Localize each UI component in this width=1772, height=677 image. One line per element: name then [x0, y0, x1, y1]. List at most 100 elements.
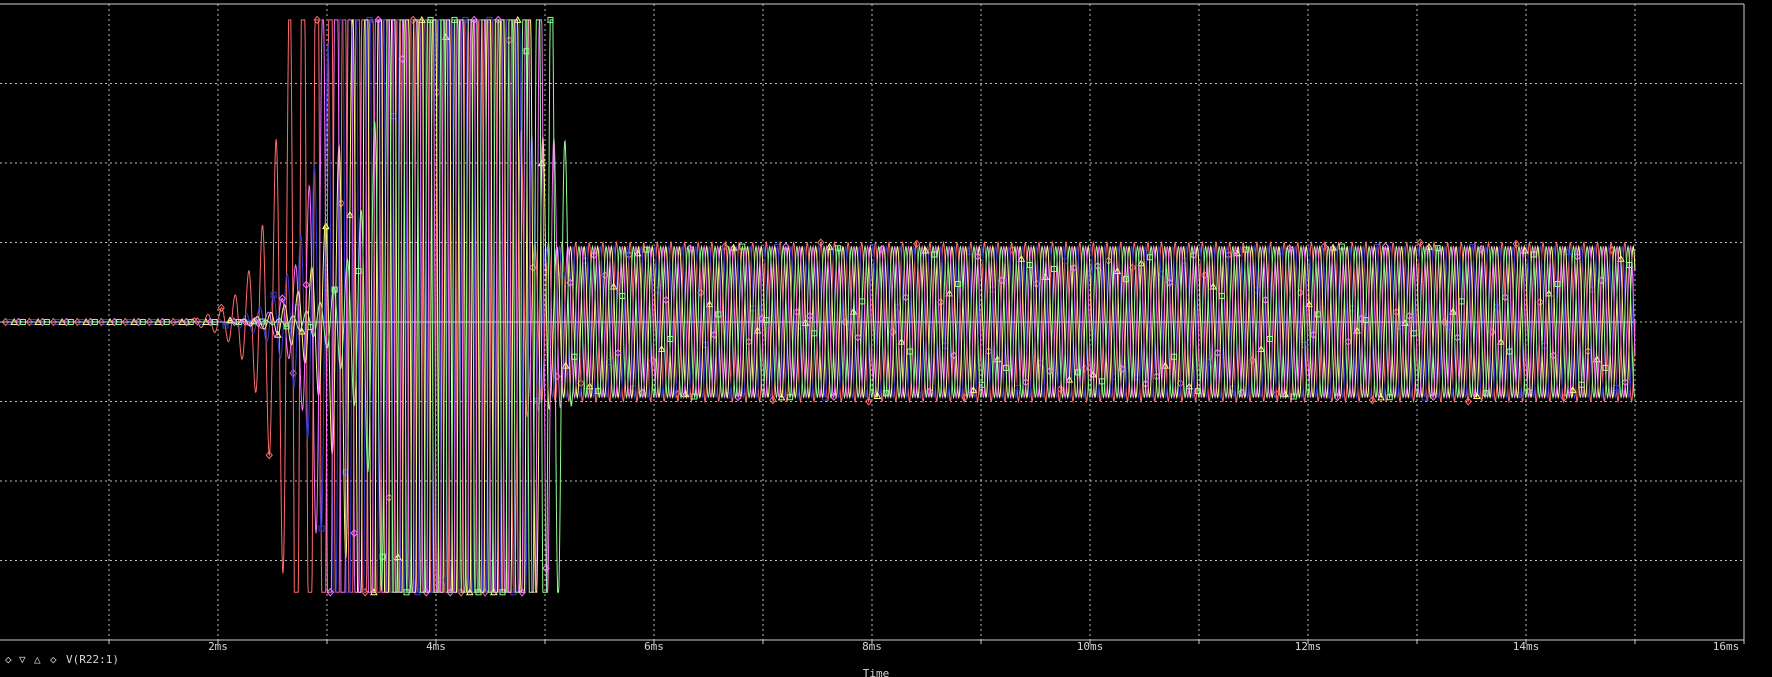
trace-marker: [763, 317, 770, 324]
trace-marker: [1242, 246, 1249, 253]
trace-marker: [1386, 394, 1393, 401]
trace-marker: [921, 246, 930, 254]
trace-marker: [1233, 249, 1241, 257]
trace-marker: [1621, 377, 1629, 387]
trace-marker: [250, 317, 258, 325]
trace-marker: [1065, 375, 1074, 383]
trace-marker: [873, 391, 882, 400]
trace-marker: [1051, 265, 1058, 272]
x-tick-label: 8ms: [862, 640, 882, 653]
trace-marker: [926, 387, 934, 396]
trace-marker: [542, 563, 550, 573]
trace-marker: [1213, 348, 1222, 358]
x-axis-title: Time: [863, 667, 890, 677]
trace-marker: [1616, 254, 1625, 262]
trace-marker: [715, 311, 722, 318]
trace-marker: [1569, 385, 1577, 393]
trace-marker: [859, 298, 866, 305]
trace-marker: [350, 528, 358, 538]
trace-marker: [1434, 245, 1441, 252]
legend[interactable]: ◇ ▽ △ ◇ V(R22:1): [5, 653, 119, 666]
trace-line: [0, 19, 1636, 593]
trace-marker: [1093, 261, 1102, 271]
trace-marker: [302, 280, 310, 290]
trace-marker: [217, 303, 225, 313]
trace-marker: [1003, 364, 1010, 371]
trace-marker: [710, 330, 718, 340]
trace-marker: [649, 356, 657, 365]
trace-marker: [534, 397, 541, 404]
trace-marker: [346, 210, 354, 218]
trace-marker: [499, 589, 506, 596]
trace-marker: [1261, 295, 1270, 305]
trace-marker: [1170, 353, 1177, 360]
trace-marker: [865, 397, 873, 406]
trace-marker: [427, 16, 434, 23]
trace-marker: [547, 16, 554, 23]
trace-marker: [1080, 364, 1089, 373]
trace-marker: [518, 588, 526, 597]
trace-marker: [265, 450, 273, 460]
trace-marker: [667, 335, 674, 342]
trace-marker: [835, 245, 842, 252]
trace-marker: [782, 242, 790, 251]
x-tick-label: 14ms: [1513, 640, 1540, 653]
trace-marker: [1098, 378, 1105, 385]
trace-marker: [403, 589, 410, 596]
trace-marker: [523, 48, 530, 55]
trace-marker: [494, 15, 502, 25]
trace-marker: [1248, 356, 1257, 365]
x-tick-label: 10ms: [1077, 640, 1104, 653]
legend-symbol-red: ◇: [5, 653, 12, 666]
trace-marker: [1425, 242, 1433, 250]
trace-marker: [854, 333, 862, 342]
trace-marker: [1022, 377, 1030, 387]
trace-marker: [1525, 387, 1533, 396]
trace-marker: [1209, 282, 1218, 290]
trace-marker: [817, 238, 825, 247]
legend-trace-label[interactable]: V(R22:1): [66, 653, 119, 666]
trace-marker: [1602, 364, 1609, 371]
x-tick-label: 4ms: [426, 640, 446, 653]
trace-marker: [226, 316, 234, 324]
trace-marker: [969, 385, 978, 393]
trace-marker: [1075, 369, 1082, 376]
trace-marker: [1405, 311, 1414, 321]
trace-marker: [1381, 242, 1390, 251]
trace-marker: [326, 588, 334, 597]
trace-marker: [1521, 246, 1529, 254]
trace-marker: [913, 239, 921, 249]
trace-marker: [470, 15, 478, 25]
trace-marker: [1512, 239, 1520, 249]
trace-marker: [787, 394, 794, 401]
trace-marker: [1305, 300, 1313, 308]
trace-marker: [825, 242, 834, 250]
trace-3: [0, 15, 1636, 597]
trace-marker: [657, 344, 666, 352]
x-tick-label: 16ms: [1713, 640, 1740, 653]
trace-marker: [705, 300, 714, 308]
trace-marker: [739, 243, 746, 250]
trace-marker: [1146, 254, 1153, 261]
trace-marker: [1416, 238, 1424, 247]
trace-marker: [409, 15, 417, 25]
trace-marker: [1122, 276, 1129, 283]
trace-marker: [451, 16, 458, 23]
trace-marker: [298, 327, 306, 335]
trace-marker: [878, 244, 886, 254]
trace-marker: [806, 311, 814, 321]
trace-marker: [355, 268, 362, 275]
trace-marker: [1578, 381, 1585, 388]
trace-marker: [222, 322, 229, 329]
trace-marker: [1027, 262, 1034, 269]
trace-marker: [614, 348, 622, 358]
trace-marker: [1410, 330, 1417, 337]
trace-marker: [1482, 390, 1489, 397]
trace-marker: [931, 251, 938, 258]
x-tick-label: 6ms: [644, 640, 664, 653]
trace-marker: [465, 588, 474, 596]
trace-marker: [1464, 397, 1472, 406]
trace-marker: [638, 388, 646, 397]
trace-marker: [475, 589, 482, 596]
